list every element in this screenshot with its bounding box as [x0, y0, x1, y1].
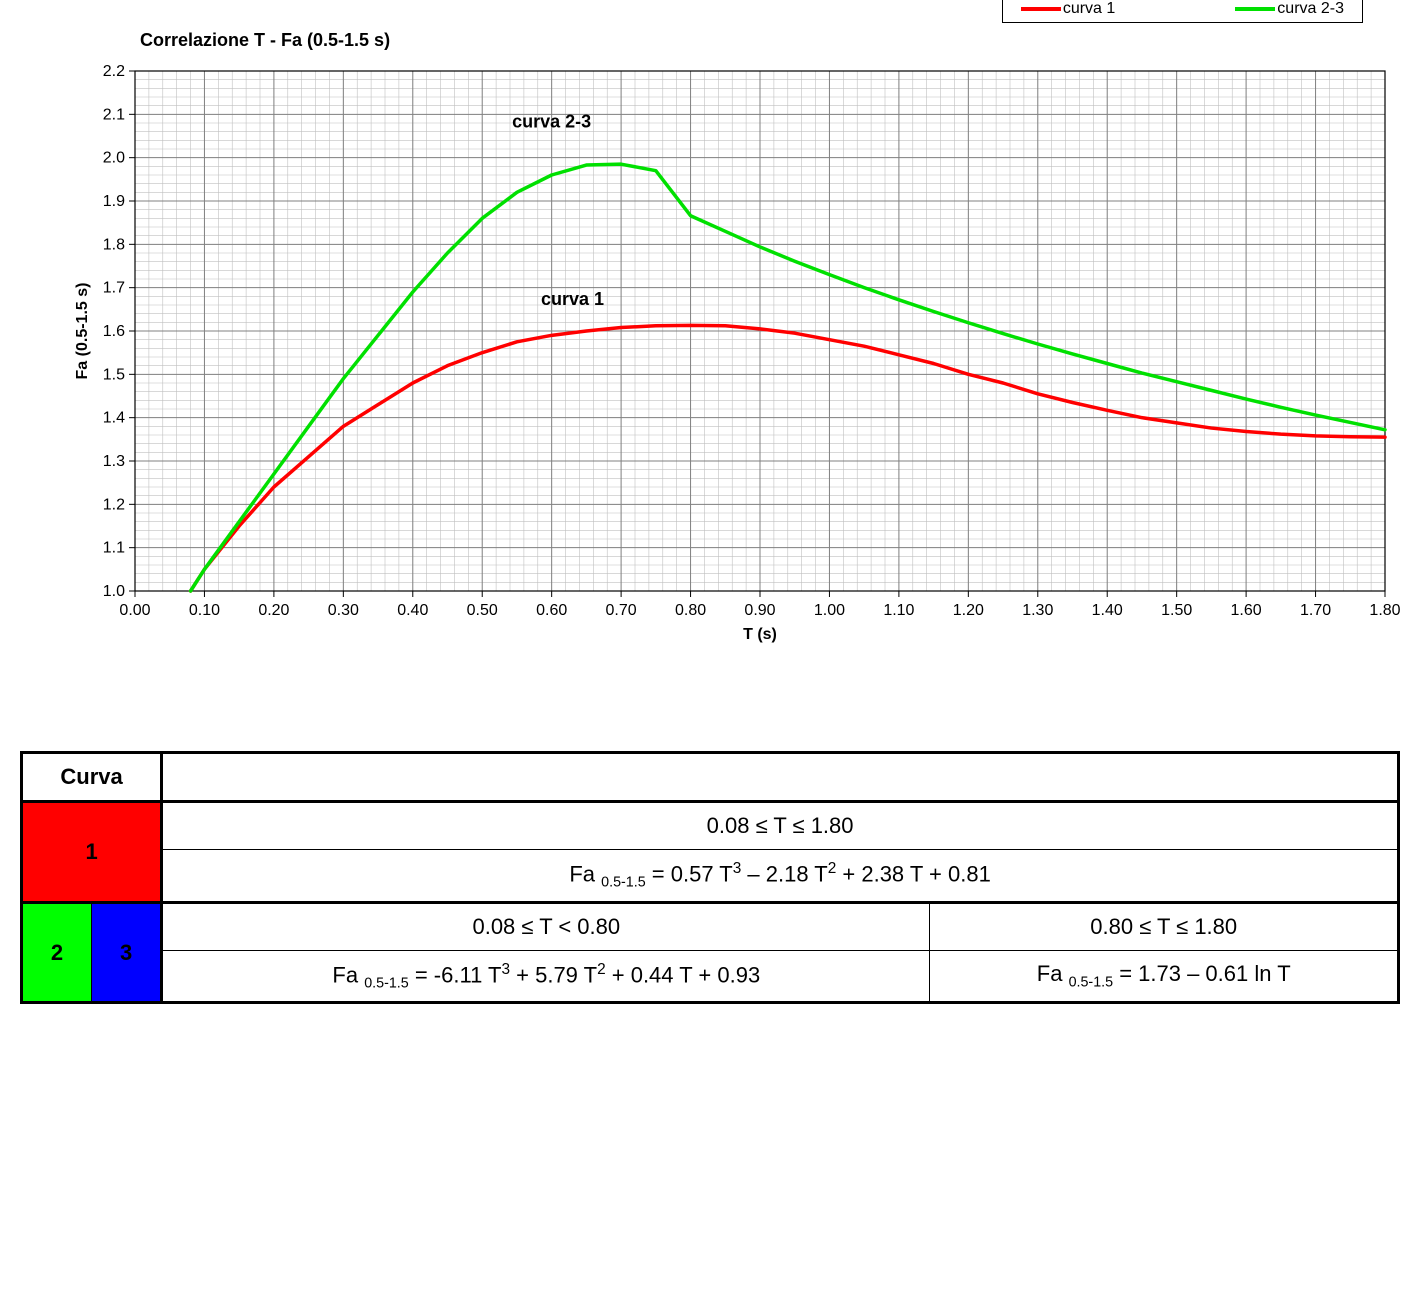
svg-text:1.70: 1.70 — [1300, 602, 1331, 619]
svg-text:0.00: 0.00 — [119, 602, 150, 619]
legend: curva 1 curva 2-3 — [1002, 0, 1363, 23]
svg-text:1.20: 1.20 — [953, 602, 984, 619]
curve-label-1: 1 — [22, 802, 162, 903]
svg-text:1.1: 1.1 — [103, 540, 125, 557]
svg-text:2.1: 2.1 — [103, 106, 125, 123]
table-header-curva: Curva — [22, 753, 162, 802]
svg-text:0.60: 0.60 — [536, 602, 567, 619]
svg-text:2.2: 2.2 — [103, 63, 125, 80]
svg-text:0.80: 0.80 — [675, 602, 706, 619]
table-header-blank — [162, 753, 1399, 802]
svg-text:0.10: 0.10 — [189, 602, 220, 619]
svg-text:0.20: 0.20 — [258, 602, 289, 619]
curve-label-2: 2 — [22, 902, 92, 1003]
svg-text:1.5: 1.5 — [103, 366, 125, 383]
svg-text:1.40: 1.40 — [1092, 602, 1123, 619]
series-inchart-label: curva 1 — [541, 289, 604, 309]
svg-text:2.0: 2.0 — [103, 150, 125, 167]
svg-text:1.6: 1.6 — [103, 323, 125, 340]
legend-label: curva 2-3 — [1277, 0, 1344, 18]
legend-label: curva 1 — [1063, 0, 1115, 18]
legend-item: curva 1 — [1021, 0, 1115, 18]
chart-title: Correlazione T - Fa (0.5-1.5 s) — [140, 30, 1403, 51]
svg-text:1.80: 1.80 — [1369, 602, 1400, 619]
legend-swatch — [1235, 7, 1275, 11]
x-axis-label: T (s) — [743, 626, 777, 643]
svg-text:1.4: 1.4 — [103, 410, 125, 427]
legend-swatch — [1021, 7, 1061, 11]
svg-text:1.00: 1.00 — [814, 602, 845, 619]
range-cell: 0.08 ≤ T < 0.80 — [162, 902, 930, 950]
range-cell: 0.80 ≤ T ≤ 1.80 — [930, 902, 1399, 950]
svg-text:1.50: 1.50 — [1161, 602, 1192, 619]
svg-text:1.3: 1.3 — [103, 453, 125, 470]
svg-text:1.60: 1.60 — [1231, 602, 1262, 619]
line-chart: curva 2-3 curva 1 0.00 0.10 0.20 0.30 0.40 0.50… — [70, 56, 1400, 651]
formula-cell: Fa 0.5-1.5 = -6.11 T3 + 5.79 T2 + 0.44 T… — [162, 950, 930, 1003]
formula-cell: Fa 0.5-1.5 = 1.73 – 0.61 ln T — [930, 950, 1399, 1003]
svg-text:1.7: 1.7 — [103, 280, 125, 297]
svg-text:0.70: 0.70 — [606, 602, 637, 619]
svg-text:1.2: 1.2 — [103, 496, 125, 513]
series-inchart-label: curva 2-3 — [512, 111, 591, 131]
svg-text:1.0: 1.0 — [103, 583, 125, 600]
svg-text:0.30: 0.30 — [328, 602, 359, 619]
svg-text:1.30: 1.30 — [1022, 602, 1053, 619]
y-axis-label: Fa (0.5-1.5 s) — [74, 283, 91, 380]
legend-item: curva 2-3 — [1235, 0, 1344, 18]
formula-table: Curva10.08 ≤ T ≤ 1.80Fa 0.5-1.5 = 0.57 T… — [20, 751, 1400, 1004]
svg-text:0.50: 0.50 — [467, 602, 498, 619]
range-cell: 0.08 ≤ T ≤ 1.80 — [162, 802, 1399, 850]
formula-cell: Fa 0.5-1.5 = 0.57 T3 – 2.18 T2 + 2.38 T … — [162, 850, 1399, 903]
svg-text:1.10: 1.10 — [883, 602, 914, 619]
svg-text:0.90: 0.90 — [744, 602, 775, 619]
svg-text:1.8: 1.8 — [103, 236, 125, 253]
svg-text:1.9: 1.9 — [103, 193, 125, 210]
chart-container: Correlazione T - Fa (0.5-1.5 s) curva 1c… — [70, 30, 1403, 651]
svg-text:0.40: 0.40 — [397, 602, 428, 619]
curve-label-3: 3 — [92, 902, 162, 1003]
